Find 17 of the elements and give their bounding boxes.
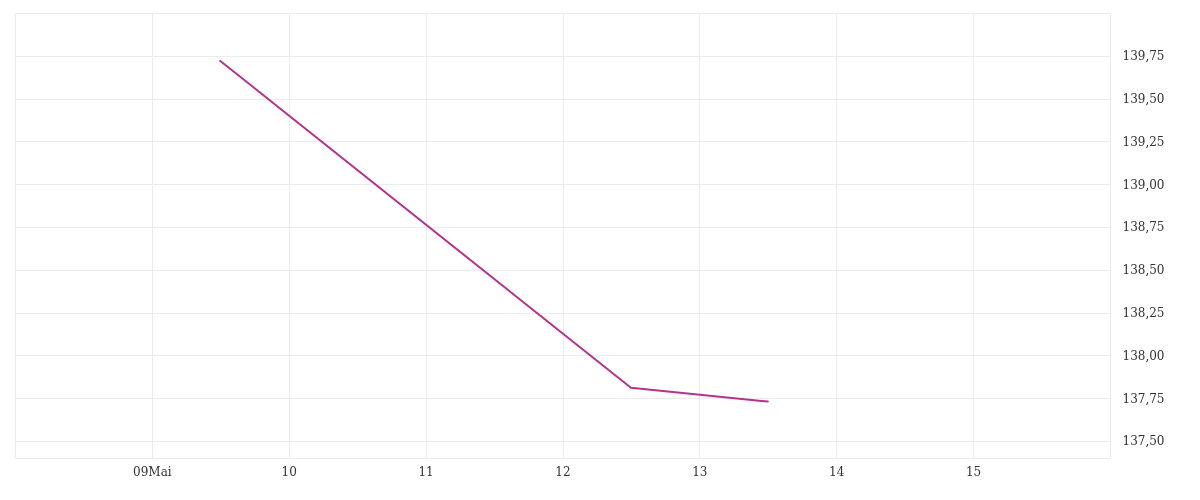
y-tick-label: 139,25 bbox=[1122, 134, 1165, 149]
y-tick-label: 137,75 bbox=[1122, 391, 1165, 406]
x-tick-label: 15 bbox=[965, 464, 982, 479]
y-tick-label: 138,50 bbox=[1122, 263, 1165, 278]
y-tick-label: 139,75 bbox=[1122, 49, 1165, 64]
y-tick-label: 138,00 bbox=[1122, 348, 1165, 363]
y-tick-label: 139,00 bbox=[1122, 177, 1165, 192]
x-tick-label: 09Mai bbox=[133, 464, 172, 479]
x-tick-label: 12 bbox=[555, 464, 571, 479]
y-tick-label: 138,75 bbox=[1122, 220, 1165, 235]
y-tick-label: 139,50 bbox=[1122, 92, 1165, 107]
x-tick-label: 13 bbox=[692, 464, 708, 479]
y-tick-label: 138,25 bbox=[1122, 306, 1165, 321]
x-tick-label: 11 bbox=[418, 464, 434, 479]
x-tick-label: 10 bbox=[281, 464, 297, 479]
x-tick-label: 14 bbox=[829, 464, 845, 479]
y-tick-label: 137,50 bbox=[1122, 434, 1165, 449]
